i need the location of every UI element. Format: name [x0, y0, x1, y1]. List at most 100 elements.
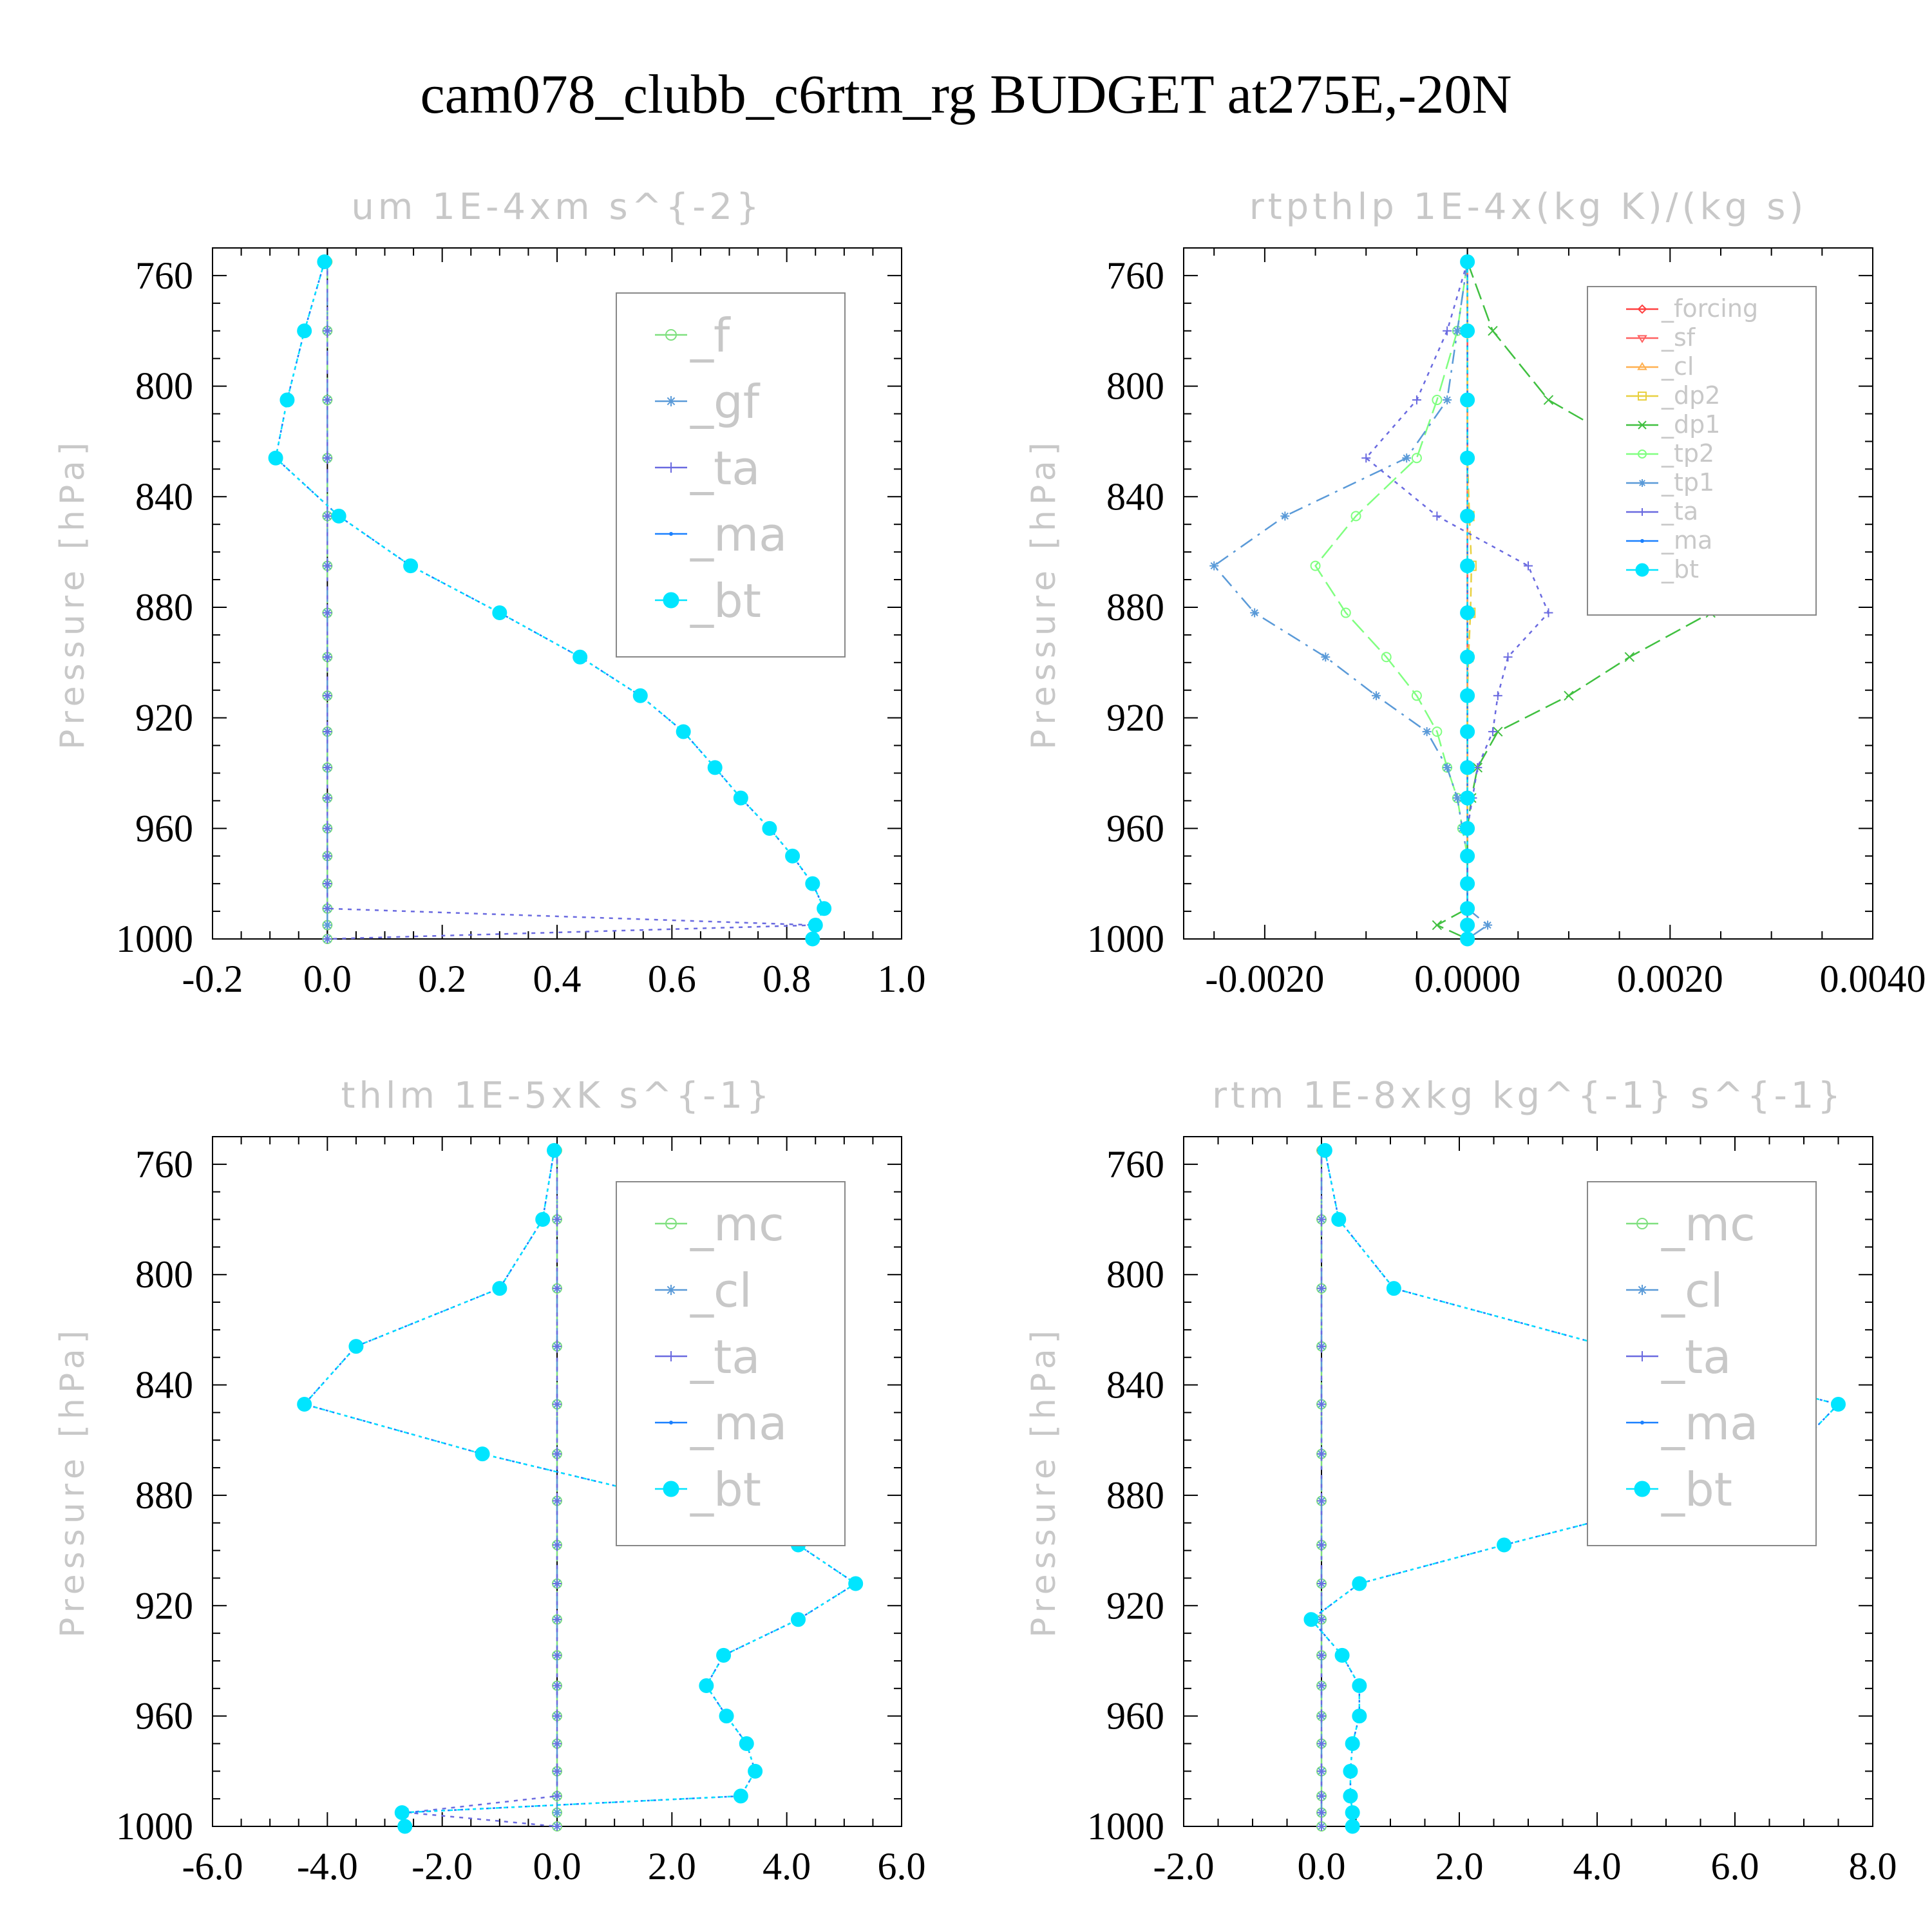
y-tick-label: 760	[135, 254, 193, 297]
data-point	[397, 1819, 413, 1834]
x-tick-label: 1.0	[878, 958, 926, 1000]
y-tick-label: 760	[135, 1143, 193, 1186]
data-point	[553, 1579, 562, 1589]
panel-rtm: rtm 1E-8xkg kg^{-1} s^{-1} Pressure [hPa]…	[1025, 1075, 1897, 1888]
legend-label: _bt	[690, 574, 761, 628]
y-axis-label: Pressure [hPa]	[1025, 437, 1063, 750]
legend-label: _tp1	[1661, 468, 1714, 497]
data-point	[1317, 1399, 1326, 1409]
data-point	[323, 511, 332, 521]
data-point	[1310, 560, 1321, 571]
y-tick-label: 840	[1106, 1364, 1164, 1406]
series-line	[327, 261, 816, 940]
data-point	[1331, 1212, 1347, 1227]
legend-label: _sf	[1661, 323, 1696, 352]
data-point	[323, 326, 332, 336]
data-point	[1564, 690, 1574, 701]
y-tick-label: 800	[135, 1253, 193, 1296]
data-point	[553, 1399, 562, 1409]
y-axis-label: Pressure [hPa]	[1025, 1325, 1063, 1638]
legend-marker	[1636, 1218, 1648, 1229]
data-point	[1524, 561, 1533, 571]
x-tick-label: 0.0	[533, 1845, 582, 1888]
y-tick-label: 840	[1106, 475, 1164, 518]
data-point	[1460, 820, 1475, 836]
data-point	[699, 1678, 714, 1694]
y-tick-label: 960	[1106, 807, 1164, 849]
legend-label: _mc	[690, 1197, 784, 1251]
data-point	[1352, 1709, 1367, 1724]
data-point	[553, 1283, 562, 1293]
legend-label: _bt	[1661, 1463, 1732, 1517]
data-point	[553, 1822, 562, 1831]
y-tick-label: 760	[1106, 254, 1164, 297]
data-point	[1460, 848, 1475, 864]
data-point	[1317, 1579, 1326, 1589]
data-point	[1624, 652, 1635, 662]
data-point	[1460, 323, 1475, 339]
legend-marker	[666, 396, 676, 406]
legend-label: _cl	[690, 1264, 752, 1318]
legend-label: _ma	[690, 1396, 787, 1450]
data-point	[553, 1496, 562, 1506]
data-point	[1493, 691, 1502, 701]
data-point	[323, 904, 332, 913]
data-point	[1460, 724, 1475, 739]
legend-marker	[1638, 508, 1646, 516]
data-point	[492, 1281, 507, 1296]
data-point	[1460, 918, 1475, 933]
legend-label: _dp2	[1661, 381, 1720, 410]
figure-title: cam078_clubb_c6rtm_rg BUDGET at275E,-20N	[420, 63, 1511, 125]
data-point	[1488, 727, 1497, 737]
panel-um: um 1E-4xm s^{-2} Pressure [hPa] 760 800 840 8…	[53, 186, 926, 1000]
x-tick-label: -6.0	[182, 1845, 243, 1888]
x-tick-label: -0.0020	[1205, 958, 1324, 1000]
data-point	[1352, 1576, 1367, 1591]
data-point	[1422, 727, 1432, 737]
series-line	[1213, 261, 1490, 940]
data-point	[1443, 395, 1452, 405]
x-tick-label: 0.0	[1298, 1845, 1346, 1888]
data-point	[394, 1805, 410, 1821]
data-point	[317, 254, 332, 269]
legend: _mc _cl _ta _ma _bt	[1587, 1181, 1817, 1546]
data-point	[1460, 876, 1475, 891]
data-point	[348, 1339, 364, 1354]
legend-label: _gf	[690, 375, 761, 429]
legend-label: _ma	[1661, 526, 1712, 554]
data-point	[268, 450, 283, 466]
y-tick-label: 1000	[1087, 918, 1164, 960]
data-point	[1317, 1449, 1326, 1459]
legend-label: _ma	[690, 507, 787, 562]
legend-marker	[1638, 450, 1647, 459]
data-point	[1317, 1681, 1326, 1690]
data-point	[331, 508, 346, 524]
data-point	[1386, 1281, 1401, 1296]
data-point	[1209, 561, 1219, 571]
data-point	[1303, 1612, 1319, 1627]
x-tick-label: 2.0	[1435, 1845, 1484, 1888]
data-point	[535, 1212, 551, 1227]
data-point	[1460, 649, 1475, 665]
legend-label: _forcing	[1661, 294, 1758, 323]
data-point	[1317, 1496, 1326, 1506]
data-point	[323, 608, 332, 618]
panel-title: um 1E-4xm s^{-2}	[351, 186, 762, 228]
data-point	[808, 918, 823, 933]
series-line	[1365, 261, 1549, 939]
x-tick-label: 0.8	[762, 958, 811, 1000]
data-point	[1460, 558, 1475, 574]
data-point	[553, 1739, 562, 1748]
data-point	[1460, 790, 1475, 806]
legend: _f _gf _ta _ma _bt	[616, 292, 846, 658]
data-point	[1443, 762, 1452, 772]
y-tick-label: 800	[1106, 1253, 1164, 1296]
panel-title: rtm 1E-8xkg kg^{-1} s^{-1}	[1212, 1075, 1844, 1117]
x-tick-label: 0.0040	[1820, 958, 1926, 1000]
data-point	[1460, 901, 1475, 916]
legend-label: _ma	[1661, 1396, 1758, 1450]
data-point	[848, 1576, 864, 1591]
data-point	[573, 649, 588, 665]
data-point	[1343, 1763, 1358, 1779]
